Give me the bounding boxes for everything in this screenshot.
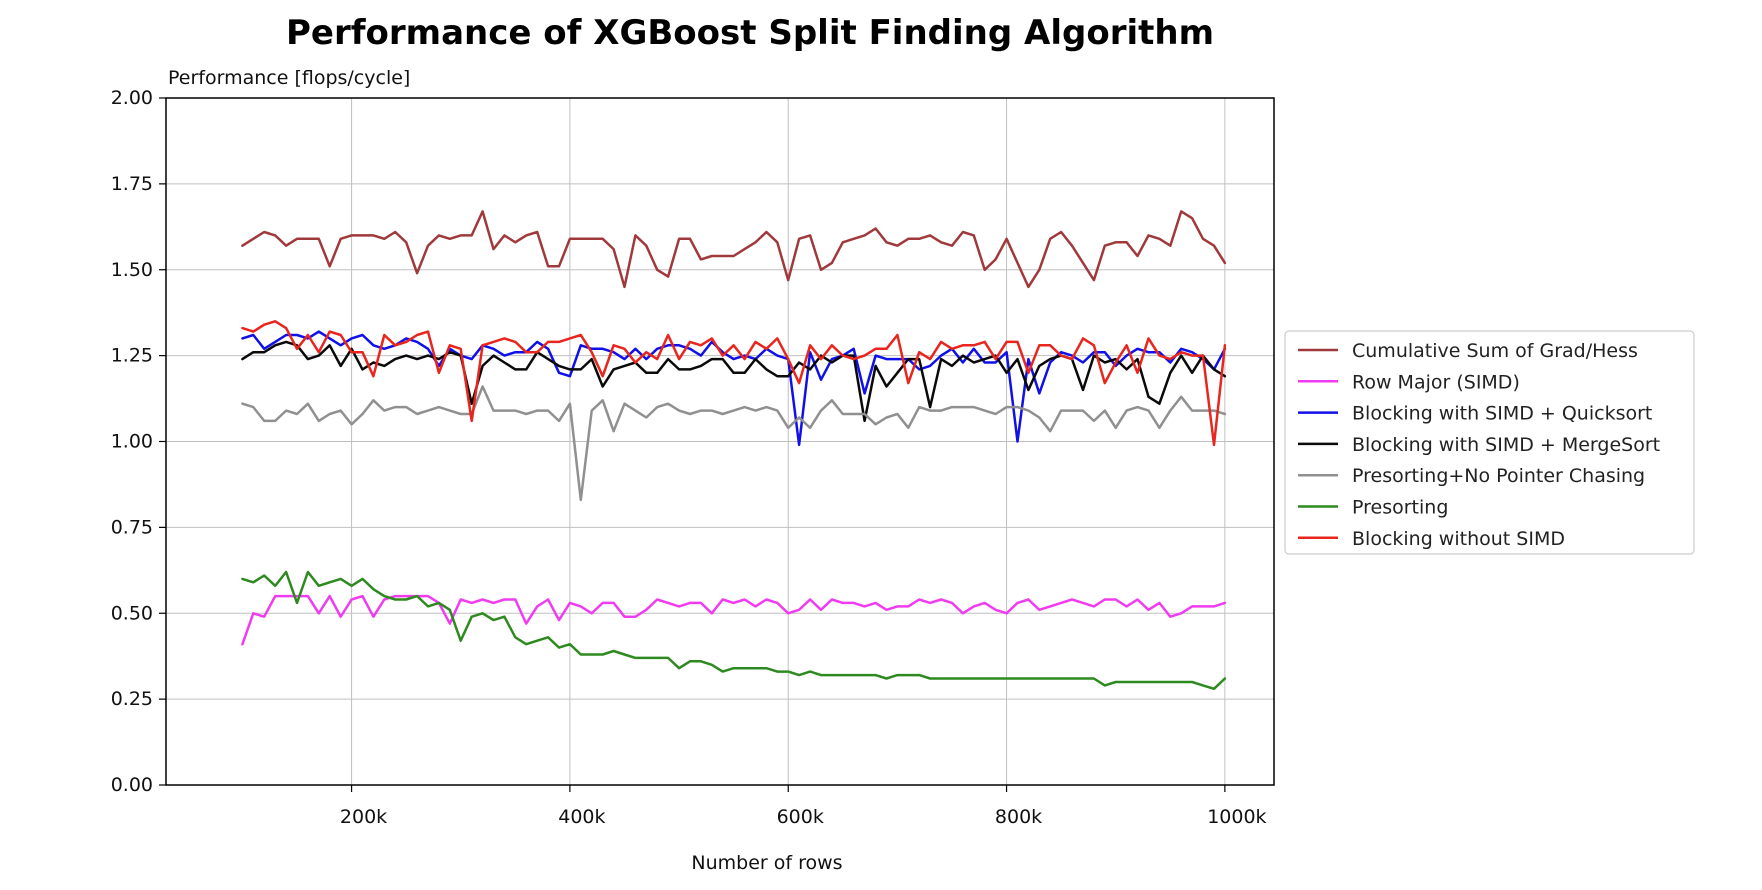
legend-frame xyxy=(1284,330,1695,555)
y-tick-label: 0.25 xyxy=(111,688,153,710)
series-line-cumulative-sum-of-grad-hess xyxy=(241,210,1227,289)
y-tick-label: 1.00 xyxy=(111,431,153,453)
series-line-blocking-with-simd-quicksort xyxy=(241,330,1227,447)
legend-label-blocking-without-simd: Blocking without SIMD xyxy=(1352,528,1565,550)
legend: Cumulative Sum of Grad/Hess Row Major (SI… xyxy=(1284,330,1695,555)
grid-lines xyxy=(166,97,1274,786)
y-tick-label: 2.00 xyxy=(111,87,153,109)
series-line-presorting xyxy=(241,570,1227,691)
y-tick-label: 0.50 xyxy=(111,602,153,624)
legend-label-cumulative-sum-of-grad-hess: Cumulative Sum of Grad/Hess xyxy=(1352,340,1638,362)
x-tick-label: 1000k xyxy=(1207,806,1266,828)
x-tick-label: 200k xyxy=(340,806,387,828)
chart-title: Performance of XGBoost Split Finding Alg… xyxy=(286,13,1214,53)
plot-series xyxy=(241,210,1227,691)
legend-label-blocking-with-simd-quicksort: Blocking with SIMD + Quicksort xyxy=(1352,403,1652,425)
y-tick-label: 1.75 xyxy=(111,173,153,195)
series-line-presorting-no-pointer-chasing xyxy=(241,385,1227,502)
axis-ticks: 0.00 0.25 0.50 0.75 1.00 1.25 1.50 1.75 2.00 200k… xyxy=(111,87,1267,828)
y-tick-label: 0.75 xyxy=(111,516,153,538)
y-tick-label: 1.25 xyxy=(111,345,153,367)
x-tick-label: 400k xyxy=(558,806,605,828)
series-line-row-major-simd xyxy=(241,594,1227,646)
legend-label-blocking-with-simd-mergesort: Blocking with SIMD + MergeSort xyxy=(1352,434,1660,456)
x-tick-label: 800k xyxy=(995,806,1042,828)
y-tick-label: 0.00 xyxy=(111,774,153,796)
legend-label-row-major-simd: Row Major (SIMD) xyxy=(1352,371,1520,393)
y-axis-label: Performance [flops/cycle] xyxy=(168,67,410,89)
x-tick-label: 600k xyxy=(777,806,824,828)
legend-label-presorting-no-pointer-chasing: Presorting+No Pointer Chasing xyxy=(1352,465,1645,487)
legend-label-presorting: Presorting xyxy=(1352,497,1448,519)
x-axis-label: Number of rows xyxy=(691,852,842,874)
y-tick-label: 1.50 xyxy=(111,259,153,281)
series-line-blocking-without-simd xyxy=(241,320,1227,447)
